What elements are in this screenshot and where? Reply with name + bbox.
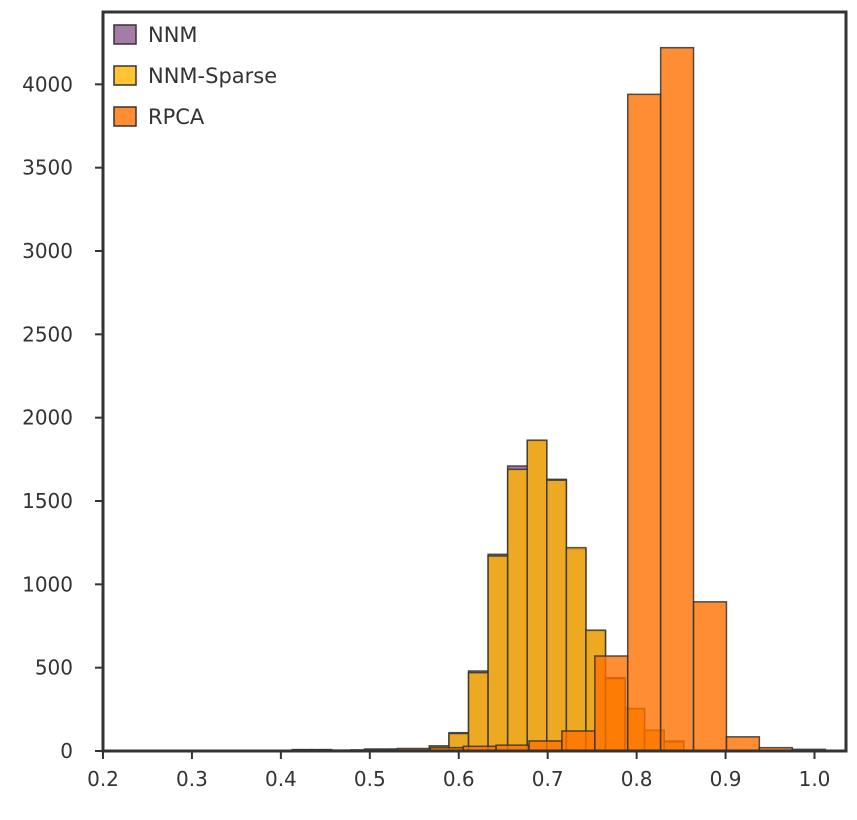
y-tick-label: 1500 (22, 489, 73, 513)
y-tick-label: 2500 (22, 322, 73, 346)
legend-label: RPCA (148, 105, 205, 129)
legend-label: NNM-Sparse (148, 64, 277, 88)
y-tick-label: 3000 (22, 239, 73, 263)
x-tick-label: 0.9 (710, 767, 742, 791)
y-tick-label: 1000 (22, 572, 73, 596)
legend-swatch (114, 107, 136, 126)
x-tick-label: 0.5 (354, 767, 386, 791)
histogram-bar (488, 556, 508, 751)
y-tick-label: 500 (35, 656, 73, 680)
histogram-bar (628, 94, 661, 751)
histogram-bar (566, 548, 586, 751)
legend-item: NNM (114, 23, 198, 47)
x-tick-label: 0.6 (443, 767, 475, 791)
histogram-bar (547, 480, 567, 751)
legend-label: NNM (148, 23, 198, 47)
histogram-bar (595, 656, 628, 751)
x-tick-label: 0.7 (532, 767, 564, 791)
y-tick-label: 0 (60, 739, 73, 763)
legend-swatch (114, 25, 136, 44)
x-tick-label: 0.8 (621, 767, 653, 791)
histogram-bar (527, 440, 547, 751)
x-tick-label: 0.3 (176, 767, 208, 791)
legend-item: RPCA (114, 105, 205, 129)
y-tick-label: 3500 (22, 156, 73, 180)
histogram-bar (694, 602, 727, 751)
x-tick-label: 0.4 (265, 767, 297, 791)
legend-swatch (114, 66, 136, 85)
histogram-bar (661, 48, 694, 751)
histogram-bar (726, 737, 759, 751)
histogram-bar (508, 469, 528, 751)
y-tick-label: 2000 (22, 406, 73, 430)
histogram-bar (469, 673, 489, 751)
y-tick-label: 4000 (22, 72, 73, 96)
x-tick-label: 1.0 (799, 767, 831, 791)
histogram-bar (562, 731, 595, 751)
x-tick-label: 0.2 (87, 767, 119, 791)
